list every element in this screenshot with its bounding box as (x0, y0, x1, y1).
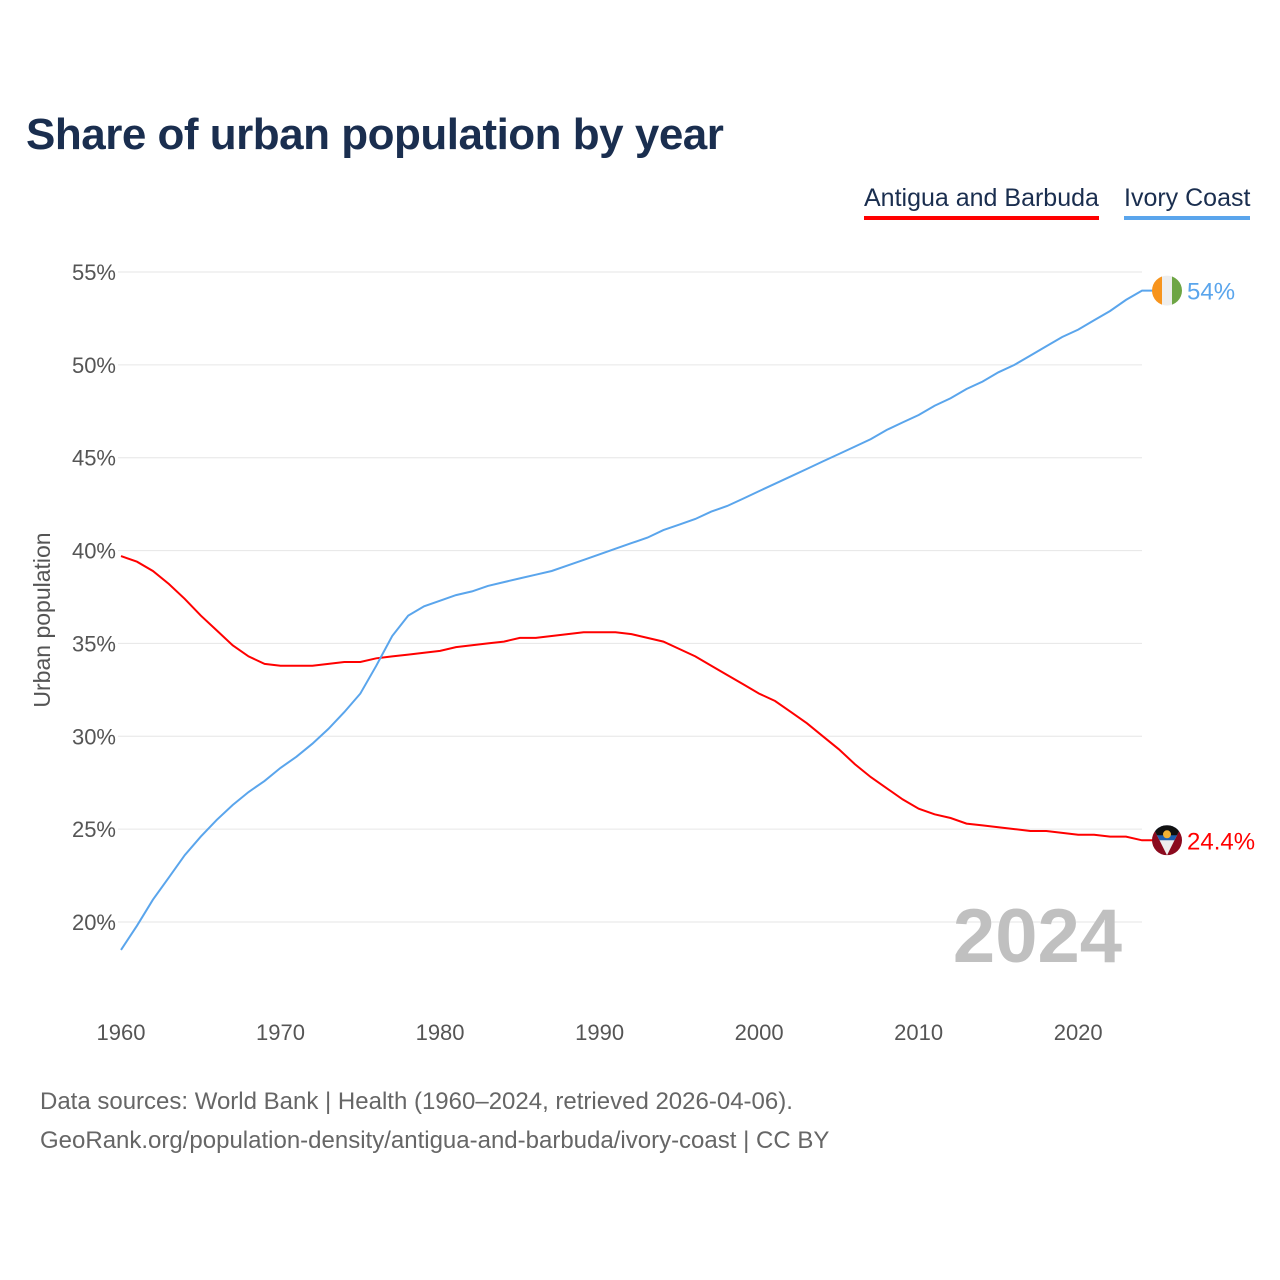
x-tick-label: 1960 (97, 1020, 146, 1045)
source-url: GeoRank.org/population-density/antigua-a… (40, 1127, 830, 1154)
ivory-coast-flag-icon (1152, 275, 1182, 306)
antigua-and-barbuda-flag-icon (1152, 825, 1182, 856)
y-tick-label: 20% (72, 910, 116, 935)
x-tick-label: 1990 (575, 1020, 624, 1045)
x-tick-label: 2010 (894, 1020, 943, 1045)
series-line-antigua-and-barbuda (120, 555, 1160, 842)
chart-title: Share of urban population by year (26, 110, 724, 159)
x-tick-label: 1970 (256, 1020, 305, 1045)
x-tick-label: 2020 (1054, 1020, 1103, 1045)
legend-antigua-and-barbuda[interactable]: Antigua and Barbuda (864, 184, 1099, 220)
flag-stripes (1152, 275, 1182, 306)
legend-ivory-coast[interactable]: Ivory Coast (1124, 184, 1251, 220)
year-watermark: 2024 (952, 894, 1122, 979)
end-value-label: 24.4% (1187, 828, 1255, 855)
series-line-ivory-coast (120, 289, 1160, 951)
data-sources: Data sources: World Bank | Health (1960–… (40, 1088, 793, 1115)
flag-body (1152, 825, 1182, 856)
flag-orange (1152, 275, 1162, 306)
flag-white (1162, 275, 1172, 306)
end-value-label: 54% (1187, 279, 1235, 306)
y-tick-label: 50% (72, 353, 116, 378)
y-tick-label: 40% (72, 539, 116, 564)
y-tick-label: 35% (72, 631, 116, 656)
y-axis-label: Urban population (29, 532, 55, 707)
y-tick-label: 55% (72, 260, 116, 285)
x-tick-label: 1980 (416, 1020, 465, 1045)
y-tick-label: 45% (72, 446, 116, 471)
y-tick-label: 25% (72, 817, 116, 842)
flag-sun (1163, 830, 1171, 839)
y-tick-label: 30% (72, 724, 116, 749)
flag-green (1172, 275, 1182, 306)
x-tick-label: 2000 (735, 1020, 784, 1045)
